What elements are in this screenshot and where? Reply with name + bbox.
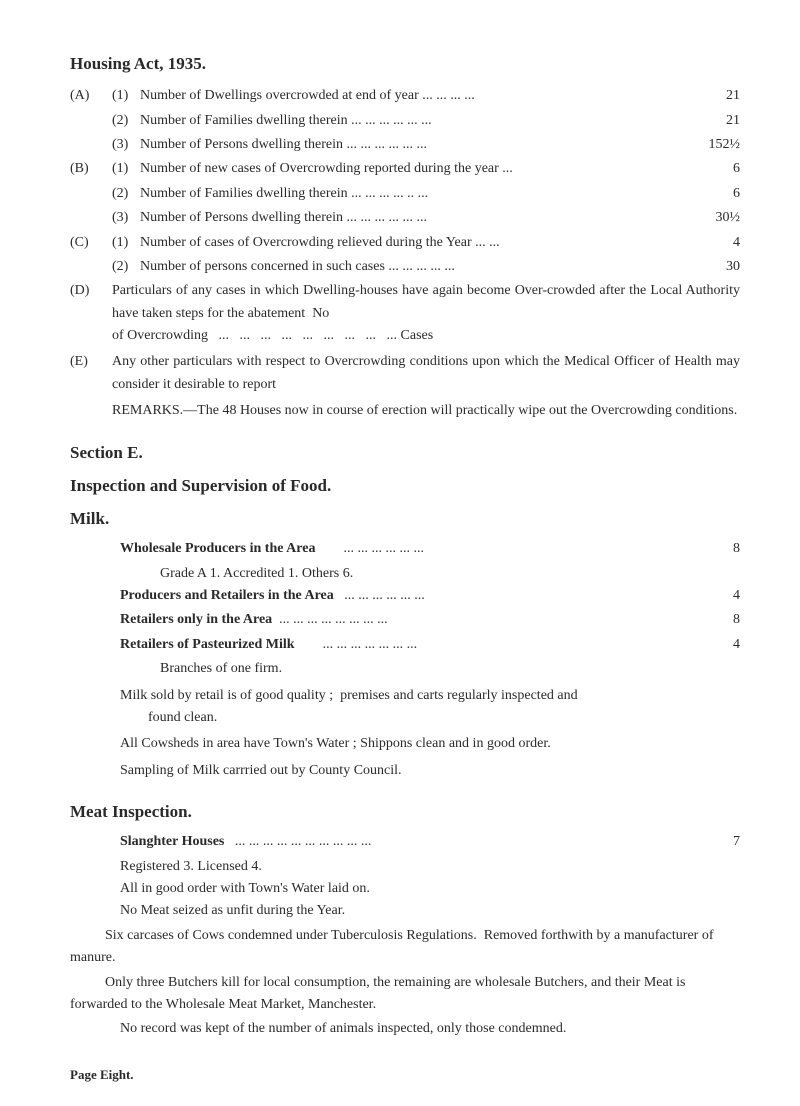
- c2-text: Number of persons concerned in such case…: [140, 256, 690, 278]
- a1-num: (1): [112, 85, 140, 107]
- e-text: Any other particulars with respect to Ov…: [112, 354, 740, 391]
- wholesale-dots: ... ... ... ... ... ...: [343, 541, 424, 556]
- c2-num: (2): [112, 256, 140, 278]
- section-a: (A) (1) Number of Dwellings overcrowded …: [70, 85, 740, 156]
- slaughter-value: 7: [690, 831, 740, 853]
- branches-text: Branches of one firm.: [70, 658, 740, 680]
- wholesale-value: 8: [690, 538, 740, 560]
- carcases-text: Six carcases of Cows condemned under Tub…: [70, 925, 740, 970]
- pasteurized-value: 4: [690, 634, 740, 656]
- inspection-heading: Inspection and Supervision of Food.: [70, 472, 740, 499]
- housing-act-heading: Housing Act, 1935.: [70, 50, 740, 77]
- remarks-text: REMARKS.—The 48 Houses now in course of …: [112, 400, 740, 422]
- a2-num: (2): [112, 110, 140, 132]
- retailers-only-value: 8: [690, 609, 740, 631]
- slaughter-dots: ... ... ... ... ... ... ... ... ... ...: [235, 834, 372, 849]
- label-b: (B): [70, 158, 112, 180]
- label-a: (A): [70, 85, 112, 107]
- water-text: All in good order with Town's Water laid…: [70, 878, 740, 900]
- b1-value: 6: [690, 158, 740, 180]
- sampling-text: Sampling of Milk carrried out by County …: [70, 760, 740, 782]
- c1-value: 4: [690, 232, 740, 254]
- retailers-only-label: Retailers only in the Area: [120, 612, 272, 627]
- label-c: (C): [70, 232, 112, 254]
- section-e-para: (E) Any other particulars with respect t…: [70, 351, 740, 396]
- cowsheds-text: All Cowsheds in area have Town's Water ;…: [70, 733, 740, 755]
- pasteurized-dots: ... ... ... ... ... ... ...: [323, 637, 418, 652]
- grade-text: Grade A 1. Accredited 1. Others 6.: [70, 563, 740, 585]
- quality-text: Milk sold by retail is of good quality ;…: [70, 685, 740, 730]
- a1-text: Number of Dwellings overcrowded at end o…: [140, 85, 690, 107]
- d-text: Particulars of any cases in which Dwelli…: [112, 283, 740, 343]
- producers-dots: ... ... ... ... ... ...: [344, 588, 425, 603]
- label-d: (D): [70, 280, 112, 347]
- section-b: (B) (1) Number of new cases of Overcrowd…: [70, 158, 740, 229]
- label-e: (E): [70, 351, 112, 396]
- section-d: (D) Particulars of any cases in which Dw…: [70, 280, 740, 347]
- producers-value: 4: [690, 585, 740, 607]
- b2-text: Number of Families dwelling therein ... …: [140, 183, 690, 205]
- a2-text: Number of Families dwelling therein ... …: [140, 110, 690, 132]
- a1-value: 21: [690, 85, 740, 107]
- a3-text: Number of Persons dwelling therein ... .…: [140, 134, 690, 156]
- retailers-only-dots: ... ... ... ... ... ... ... ...: [279, 612, 388, 627]
- butchers-text: Only three Butchers kill for local consu…: [70, 972, 740, 1017]
- producers-label: Producers and Retailers in the Area: [120, 588, 334, 603]
- a3-value: 152½: [690, 134, 740, 156]
- b3-num: (3): [112, 207, 140, 229]
- slaughter-label: Slanghter Houses: [120, 834, 224, 849]
- meat-heading: Meat Inspection.: [70, 798, 740, 825]
- a2-value: 21: [690, 110, 740, 132]
- b2-value: 6: [690, 183, 740, 205]
- section-e-heading: Section E.: [70, 439, 740, 466]
- pasteurized-label: Retailers of Pasteurized Milk: [120, 637, 295, 652]
- b3-value: 30½: [690, 207, 740, 229]
- c1-text: Number of cases of Overcrowding relieved…: [140, 232, 690, 254]
- a3-num: (3): [112, 134, 140, 156]
- registered-text: Registered 3. Licensed 4.: [70, 856, 740, 878]
- record-text: No record was kept of the number of anim…: [70, 1018, 740, 1040]
- b2-num: (2): [112, 183, 140, 205]
- section-c: (C) (1) Number of cases of Overcrowding …: [70, 232, 740, 279]
- milk-heading: Milk.: [70, 505, 740, 532]
- remarks-block: REMARKS.—The 48 Houses now in course of …: [70, 400, 740, 422]
- b1-num: (1): [112, 158, 140, 180]
- seized-text: No Meat seized as unfit during the Year.: [70, 900, 740, 922]
- b1-text: Number of new cases of Overcrowding repo…: [140, 158, 690, 180]
- page-footer: Page Eight.: [70, 1065, 740, 1086]
- wholesale-label: Wholesale Producers in the Area: [120, 541, 315, 556]
- b3-text: Number of Persons dwelling therein ... .…: [140, 207, 690, 229]
- c2-value: 30: [690, 256, 740, 278]
- c1-num: (1): [112, 232, 140, 254]
